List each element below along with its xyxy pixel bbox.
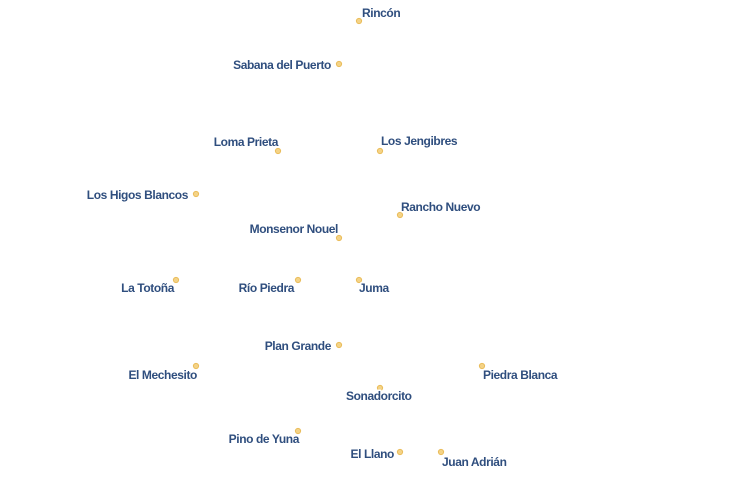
- place-label-pino-de-yuna: Pino de Yuna: [229, 432, 300, 446]
- place-label-los-jengibres: Los Jengibres: [381, 134, 458, 148]
- place-marker-pino-de-yuna: [294, 427, 302, 435]
- place-label-sonadorcito: Sonadorcito: [346, 389, 412, 403]
- place-label-rincon: Rincón: [362, 6, 400, 20]
- place-label-rio-piedra: Río Piedra: [239, 281, 295, 295]
- place-label-monsenor-nouel: Monsenor Nouel: [250, 222, 338, 236]
- place-label-el-mechesito: El Mechesito: [128, 368, 197, 382]
- place-marker-juma: [355, 276, 363, 284]
- place-label-loma-prieta: Loma Prieta: [214, 135, 279, 149]
- place-label-plan-grande: Plan Grande: [265, 339, 332, 353]
- place-marker-juan-adrian: [437, 448, 445, 456]
- place-labels: Rincón Sabana del Puerto Loma Prieta Los Je…: [85, 5, 560, 471]
- place-marker-la-totona: [172, 276, 180, 284]
- place-marker-rancho-nuevo: [396, 211, 404, 219]
- place-marker-sabana-del-puerto: [335, 60, 343, 68]
- place-marker-loma-prieta: [274, 147, 282, 155]
- place-marker-plan-grande: [335, 341, 343, 349]
- place-marker-rincon: [355, 17, 363, 25]
- place-label-sabana-del-puerto: Sabana del Puerto: [233, 58, 331, 72]
- place-label-los-higos-blancos: Los Higos Blancos: [87, 188, 189, 202]
- place-marker-el-mechesito: [192, 362, 200, 370]
- place-marker-piedra-blanca: [478, 362, 486, 370]
- place-marker-los-higos-blancos: [192, 190, 200, 198]
- place-label-la-totona: La Totoña: [121, 281, 175, 295]
- place-marker-rio-piedra: [294, 276, 302, 284]
- place-label-el-llano: El Llano: [351, 447, 395, 461]
- place-label-juma: Juma: [359, 281, 389, 295]
- place-markers: [172, 17, 486, 456]
- place-label-piedra-blanca: Piedra Blanca: [483, 368, 558, 382]
- place-label-rancho-nuevo: Rancho Nuevo: [401, 200, 480, 214]
- place-marker-sonadorcito: [376, 384, 384, 392]
- place-marker-monsenor-nouel: [335, 234, 343, 242]
- place-marker-los-jengibres: [376, 147, 384, 155]
- place-marker-el-llano: [396, 448, 404, 456]
- place-label-juan-adrian: Juan Adrián: [442, 455, 507, 469]
